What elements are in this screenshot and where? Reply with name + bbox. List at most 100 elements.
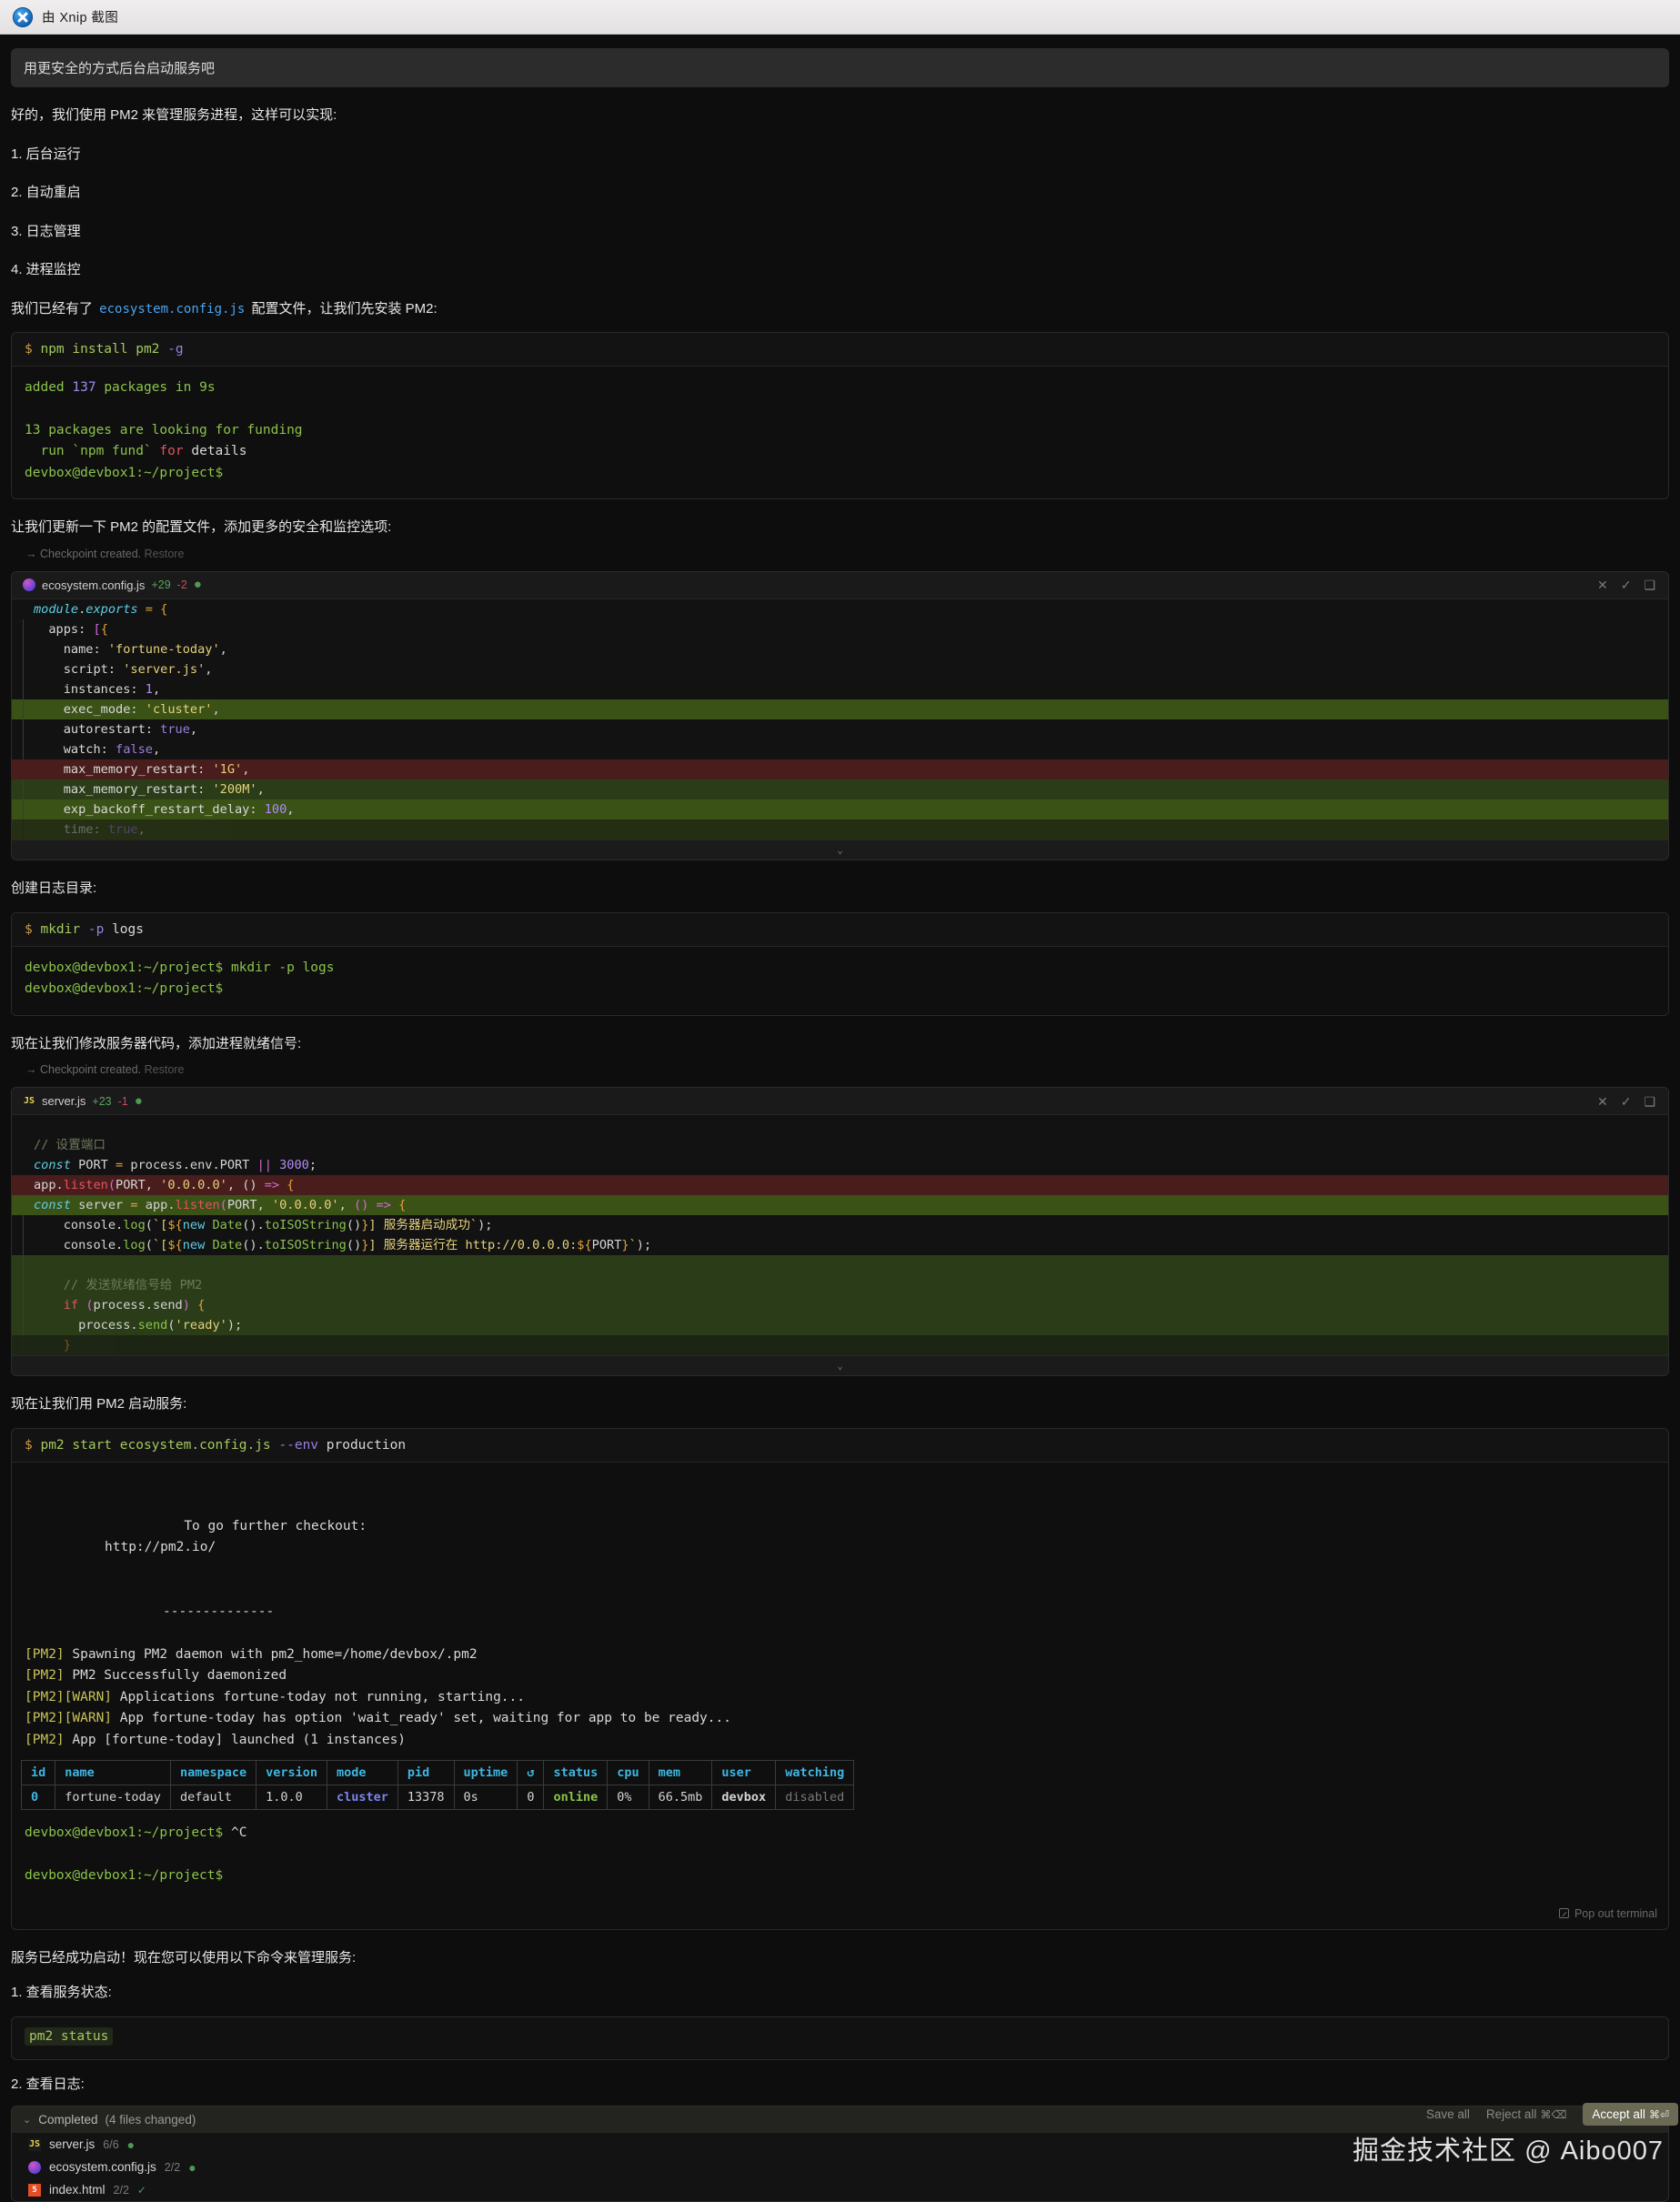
- col-namespace: namespace: [169, 1760, 257, 1786]
- cell-pid: 13378: [397, 1785, 455, 1811]
- cell-cpu: 0%: [607, 1785, 649, 1811]
- col-pid: pid: [397, 1760, 455, 1786]
- diff-action-bar: Save all Reject all ⌘⌫ Accept all ⌘⏎: [1410, 2097, 1680, 2131]
- col-restarts: ↺: [517, 1760, 545, 1786]
- diff-line: console.log(`[${new Date().toISOString()…: [12, 1215, 1668, 1236]
- checkpoint-text: Checkpoint created.: [39, 547, 142, 560]
- list-item[interactable]: ecosystem.config.js 2/2 ●: [12, 2156, 1668, 2178]
- section-item-2: 2. 查看日志:: [11, 2076, 85, 2092]
- reject-all-shortcut: ⌘⌫: [1540, 2108, 1567, 2122]
- checkpoint-text: Checkpoint created.: [39, 1063, 142, 1077]
- diff-added-count: +29: [151, 578, 171, 592]
- checkpoint-restore-link[interactable]: Restore: [144, 1063, 185, 1077]
- pm2-log-text: PM2 Successfully daemonized: [64, 1668, 287, 1684]
- pm2-log-tag: [PM2]: [25, 1689, 65, 1704]
- config-file-icon: [23, 578, 35, 592]
- diff-accept-check-icon[interactable]: ✓: [1620, 578, 1632, 593]
- accept-all-button[interactable]: Accept all ⌘⏎: [1583, 2103, 1678, 2127]
- diff-added-count: +23: [92, 1094, 112, 1108]
- diff-line: instances: 1,: [12, 679, 1668, 700]
- diff-close-icon[interactable]: ✕: [1596, 1093, 1608, 1109]
- chat-transcript: 用更安全的方式后台启动服务吧 好的，我们使用 PM2 来管理服务进程，这样可以实…: [0, 48, 1680, 2202]
- save-all-button[interactable]: Save all: [1425, 2107, 1470, 2122]
- diff-line: watch: false,: [12, 739, 1668, 760]
- pm2-tail-prompt-2: devbox@devbox1:~/project$: [25, 1868, 224, 1884]
- cell-restarts: 0: [517, 1785, 545, 1811]
- file-name: index.html: [49, 2183, 106, 2197]
- cell-mode: cluster: [327, 1785, 398, 1811]
- col-uptime: uptime: [453, 1760, 518, 1786]
- section-success: 服务已经成功启动！现在您可以使用以下命令来管理服务:: [11, 1949, 357, 1966]
- pm2-log-text: App [fortune-today] launched (1 instance…: [64, 1732, 407, 1747]
- diff-line: autorestart: true,: [12, 719, 1668, 740]
- diff-expand-chevron-icon[interactable]: ⌄: [12, 1355, 1668, 1376]
- npm-fund-details: details: [191, 444, 247, 459]
- list-item[interactable]: JS server.js 6/6 ●: [28, 2137, 136, 2152]
- file-name: ecosystem.config.js: [49, 2160, 156, 2175]
- cell-mem: 66.5mb: [648, 1785, 713, 1811]
- col-version: version: [256, 1760, 327, 1786]
- pm2-log-tag: [PM2]: [25, 1732, 65, 1747]
- npm-install-block: $ npm install pm2 -g added 137 packages …: [11, 332, 1669, 500]
- mkdir-command: $ mkdir -p logs: [12, 912, 1668, 947]
- diff-accept-check-icon[interactable]: ✓: [1620, 1093, 1632, 1109]
- pm2-log-tag: [PM2]: [25, 1668, 65, 1684]
- col-mode: mode: [327, 1760, 398, 1786]
- diff-line-added: max_memory_restart: '200M',: [12, 779, 1668, 800]
- cell-id: 0: [20, 1785, 56, 1811]
- col-watching: watching: [775, 1760, 855, 1786]
- checkpoint-restore-link[interactable]: Restore: [144, 547, 185, 560]
- diff-body-ecosystem: module.exports = { apps: [{ name: 'fortu…: [12, 599, 1668, 860]
- cell-namespace: default: [169, 1785, 257, 1811]
- pm2-tail-output: devbox@devbox1:~/project$ ^C devbox@devb…: [12, 1821, 1668, 1902]
- diff-filename: ecosystem.config.js: [42, 578, 146, 592]
- pm2-log-warn: [WARN]: [64, 1689, 113, 1704]
- diff-copy-icon[interactable]: ❑: [1644, 1093, 1655, 1109]
- list-item[interactable]: 5 index.html 2/2 ✓: [12, 2178, 1668, 2201]
- pm2-status-code-block: pm2 status: [11, 2016, 1669, 2060]
- table-row: 0 fortune-today default 1.0.0 cluster 13…: [20, 1785, 855, 1811]
- pm2-log-text: Spawning PM2 daemon with pm2_home=/home/…: [64, 1646, 478, 1662]
- npm-fund-run: run `npm fund`: [25, 444, 152, 459]
- intro-note-suffix: 配置文件，让我们先安装 PM2:: [247, 300, 438, 317]
- shell-prompt-symbol: $: [25, 342, 33, 357]
- reject-all-button[interactable]: Reject all ⌘⌫: [1486, 2107, 1567, 2121]
- pop-out-terminal-button[interactable]: Pop out terminal: [12, 1902, 1668, 1929]
- checkpoint-1: → Checkpoint created. Restore: [25, 548, 1669, 560]
- diff-copy-icon[interactable]: ❑: [1644, 578, 1655, 593]
- file-progress: 6/6: [103, 2137, 119, 2151]
- pop-out-terminal-label: Pop out terminal: [1574, 1906, 1657, 1920]
- cell-status: online: [543, 1785, 609, 1811]
- diff-expand-chevron-icon[interactable]: ⌄: [12, 840, 1668, 860]
- diff-line: console.log(`[${new Date().toISOString()…: [12, 1235, 1668, 1256]
- section-item-1: 1. 查看服务状态:: [11, 1985, 112, 2001]
- table-header-row: id name namespace version mode pid uptim…: [20, 1760, 855, 1786]
- inline-code-config: ecosystem.config.js: [99, 301, 246, 317]
- intro-note-prefix: 我们已经有了: [11, 300, 97, 317]
- intro-item-3: 3. 日志管理: [11, 223, 81, 239]
- file-progress: 2/2: [113, 2183, 129, 2197]
- cell-version: 1.0.0: [256, 1785, 327, 1811]
- npm-funding-line: 13 packages are looking for funding: [25, 422, 303, 437]
- col-cpu: cpu: [607, 1760, 649, 1786]
- pm2-banner-line-1: To go further checkout:: [184, 1518, 367, 1533]
- mkdir-output-line-1: devbox@devbox1:~/project$ mkdir -p logs: [25, 960, 335, 975]
- diff-line: module.exports = {: [34, 601, 168, 617]
- diff-line-added: exp_backoff_restart_delay: 100,: [12, 799, 1668, 820]
- pm2-status-table: id name namespace version mode pid uptim…: [20, 1760, 855, 1811]
- check-icon: ✓: [136, 2183, 146, 2197]
- js-file-icon: JS: [23, 1094, 35, 1108]
- completed-count: (4 files changed): [105, 2113, 196, 2127]
- diff-removed-count: -2: [176, 578, 187, 592]
- diff-close-icon[interactable]: ✕: [1596, 578, 1608, 593]
- intro-item-4: 4. 进程监控: [11, 262, 81, 277]
- col-name: name: [55, 1760, 171, 1786]
- cell-name: fortune-today: [55, 1785, 171, 1811]
- npm-added-word: added: [25, 380, 65, 395]
- mkdir-output: devbox@devbox1:~/project$ mkdir -p logs …: [12, 946, 1668, 1015]
- section-start-pm2: 现在让我们用 PM2 启动服务:: [11, 1396, 187, 1413]
- file-name: server.js: [49, 2137, 96, 2152]
- shell-flag: --env: [278, 1437, 319, 1453]
- diff-line-added: time: true,: [12, 819, 1668, 840]
- pm2-start-command: $ pm2 start ecosystem.config.js --env pr…: [12, 1428, 1668, 1463]
